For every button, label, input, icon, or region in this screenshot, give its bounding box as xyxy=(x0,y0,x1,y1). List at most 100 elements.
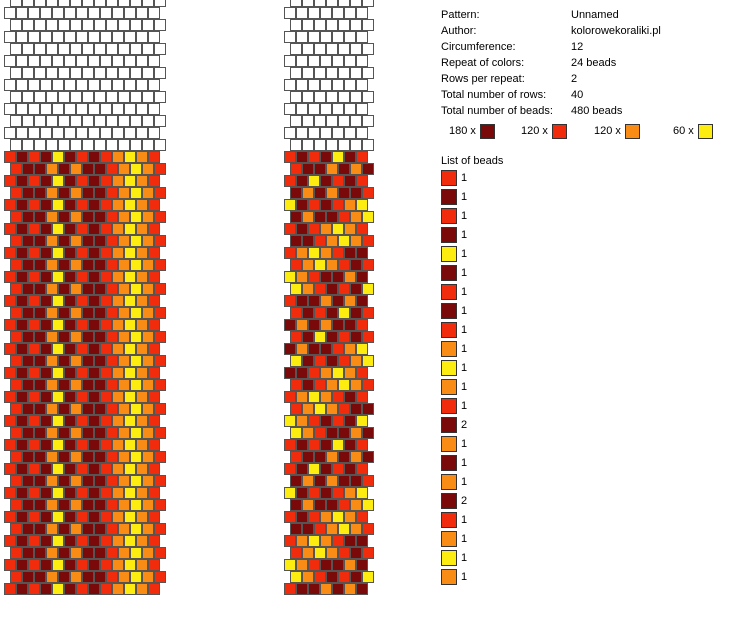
bead xyxy=(70,307,82,319)
bead xyxy=(154,499,166,511)
bead xyxy=(40,511,52,523)
bead xyxy=(356,79,368,91)
bead xyxy=(356,559,368,571)
bead xyxy=(94,211,106,223)
bead xyxy=(136,223,148,235)
bead xyxy=(118,211,130,223)
bead xyxy=(362,259,374,271)
bead xyxy=(124,439,136,451)
bead-swatch xyxy=(441,340,457,357)
bead xyxy=(314,499,326,511)
bead xyxy=(70,331,82,343)
bead xyxy=(136,487,148,499)
bead xyxy=(58,67,70,79)
bead xyxy=(88,343,100,355)
bead xyxy=(154,307,166,319)
bead-swatch xyxy=(441,492,457,509)
info-label: Repeat of colors: xyxy=(441,57,525,69)
bead xyxy=(4,511,16,523)
bead xyxy=(308,511,320,523)
bead xyxy=(326,211,338,223)
bead xyxy=(76,175,88,187)
bead xyxy=(118,475,130,487)
bead xyxy=(40,583,52,595)
bead xyxy=(302,283,314,295)
bead xyxy=(64,175,76,187)
bead xyxy=(344,31,356,43)
bead xyxy=(4,367,16,379)
bead xyxy=(314,403,326,415)
bead xyxy=(112,583,124,595)
bead xyxy=(112,391,124,403)
bead xyxy=(52,79,64,91)
bead xyxy=(118,0,130,7)
bead xyxy=(100,583,112,595)
bead xyxy=(118,403,130,415)
bead xyxy=(320,31,332,43)
bead xyxy=(338,163,350,175)
bead xyxy=(154,523,166,535)
bead xyxy=(46,403,58,415)
bead xyxy=(34,259,46,271)
bead xyxy=(124,199,136,211)
bead xyxy=(154,475,166,487)
bead xyxy=(332,127,344,139)
bead xyxy=(326,187,338,199)
bead xyxy=(284,367,296,379)
bead xyxy=(296,199,308,211)
bead xyxy=(40,391,52,403)
bead xyxy=(338,523,350,535)
bead xyxy=(148,295,160,307)
bead xyxy=(362,427,374,439)
bead xyxy=(34,115,46,127)
bead xyxy=(82,187,94,199)
bead xyxy=(76,367,88,379)
bead xyxy=(296,343,308,355)
bead xyxy=(154,91,166,103)
bead xyxy=(100,103,112,115)
bead xyxy=(362,283,374,295)
bead xyxy=(10,43,22,55)
bead xyxy=(64,463,76,475)
bead xyxy=(296,247,308,259)
bead xyxy=(302,139,314,151)
bead xyxy=(70,427,82,439)
bead xyxy=(28,151,40,163)
bead xyxy=(40,79,52,91)
bead xyxy=(326,43,338,55)
bead xyxy=(64,127,76,139)
bead xyxy=(106,451,118,463)
bead xyxy=(296,367,308,379)
bead xyxy=(10,571,22,583)
bead xyxy=(320,535,332,547)
bead xyxy=(40,439,52,451)
bead xyxy=(40,151,52,163)
bead xyxy=(154,19,166,31)
bead xyxy=(52,7,64,19)
bead xyxy=(302,499,314,511)
bead xyxy=(320,199,332,211)
bead xyxy=(64,7,76,19)
bead xyxy=(338,475,350,487)
info-label: Circumference: xyxy=(441,41,516,53)
bead xyxy=(16,55,28,67)
bead xyxy=(82,475,94,487)
bead xyxy=(302,211,314,223)
bead xyxy=(16,535,28,547)
bead xyxy=(338,0,350,7)
bead xyxy=(350,547,362,559)
bead xyxy=(118,187,130,199)
bead xyxy=(154,427,166,439)
bead xyxy=(362,163,374,175)
bead-list-item: 1 xyxy=(441,339,467,358)
bead xyxy=(76,199,88,211)
bead xyxy=(106,43,118,55)
bead xyxy=(46,427,58,439)
bead xyxy=(302,307,314,319)
bead-list-item: 1 xyxy=(441,320,467,339)
bead-count: 1 xyxy=(461,228,468,241)
bead xyxy=(94,163,106,175)
bead-swatch xyxy=(441,549,457,566)
bead xyxy=(356,535,368,547)
bead xyxy=(28,247,40,259)
